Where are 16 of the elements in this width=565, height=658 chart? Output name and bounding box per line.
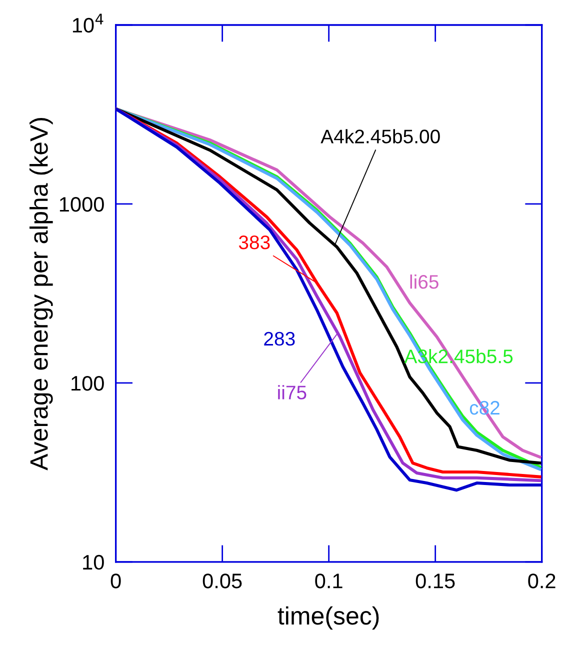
- x-tick-label: 0.1: [315, 574, 342, 588]
- x-axis-title: time(sec): [278, 606, 379, 630]
- x-tick-label: 0: [110, 574, 121, 588]
- y-axis-title: Average energy per alpha (keV): [30, 118, 53, 470]
- y-tick-label: 10: [83, 554, 104, 570]
- y-tick-label: 100: [72, 376, 104, 391]
- text: ii75: [278, 385, 306, 400]
- series-label: li65: [410, 274, 438, 289]
- y-tick-label: 10$^{4}$: [72, 14, 104, 33]
- x-tick-label: 0.05: [202, 574, 242, 588]
- y-tick-label: 1000: [60, 196, 104, 212]
- x-tick-label: 0.15: [416, 574, 455, 588]
- text: A4k2.45b5.00: [320, 129, 440, 144]
- series-label: 283: [264, 332, 295, 346]
- series-label: 383: [238, 236, 270, 250]
- x-tick-label: 0.2: [528, 574, 556, 588]
